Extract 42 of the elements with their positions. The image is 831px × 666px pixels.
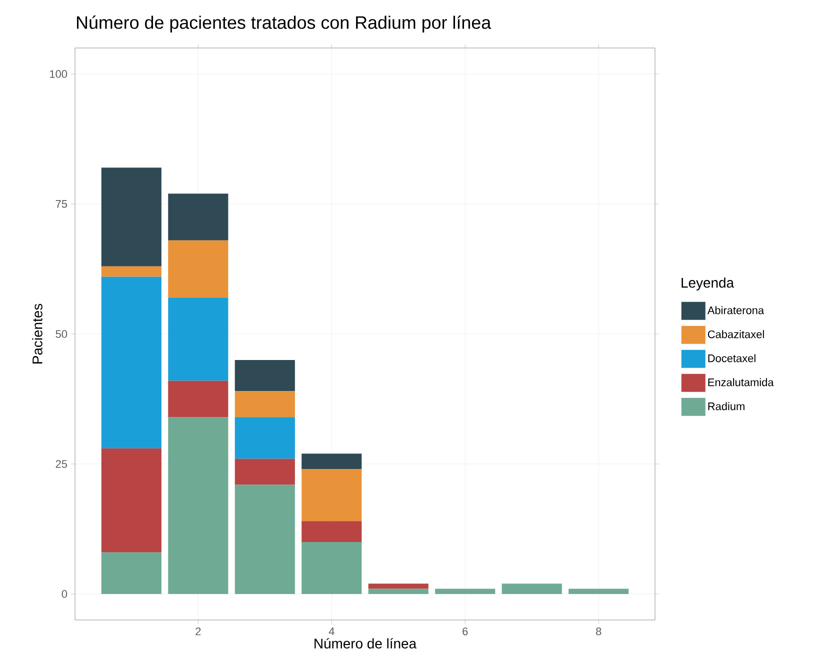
legend-label: Enzalutamida (708, 378, 774, 386)
bar (302, 521, 362, 542)
bar (101, 552, 162, 594)
bar (101, 448, 162, 552)
bar (568, 588, 629, 594)
x-tick-label: 6 (462, 628, 468, 636)
bar (368, 584, 428, 589)
bar (234, 417, 295, 459)
y-tick-label: 0 (62, 590, 68, 598)
x-tick-label: 8 (596, 628, 602, 636)
bar (101, 266, 162, 277)
bar (234, 391, 295, 418)
bar (168, 380, 228, 418)
bar (368, 588, 428, 594)
legend-label: Docetaxel (708, 354, 756, 362)
bar (168, 417, 228, 594)
legend-label: Cabazitaxel (708, 330, 764, 338)
bar (234, 458, 295, 485)
bar (435, 588, 496, 594)
x-tick-label: 2 (196, 628, 201, 636)
bar (302, 542, 362, 594)
bar (168, 194, 228, 240)
chart-title: Número de pacientes tratados con Radium por línea (77, 16, 492, 32)
bar (234, 360, 295, 392)
legend-title: Leyenda (682, 277, 734, 290)
y-axis-title: Pacientes (32, 304, 42, 364)
y-tick-label: 100 (50, 70, 68, 78)
bar (302, 454, 362, 470)
bar (502, 584, 562, 594)
legend-label: Radium (708, 402, 744, 410)
y-tick-label: 50 (56, 330, 68, 338)
y-tick-label: 25 (56, 460, 68, 468)
x-axis-title: Número de línea (314, 638, 417, 649)
bar (101, 276, 162, 448)
bar (302, 469, 362, 522)
bar (234, 484, 295, 594)
x-tick-label: 4 (328, 628, 334, 636)
y-tick-label: 75 (56, 200, 68, 208)
bar (168, 298, 228, 381)
bar (101, 168, 162, 266)
bar (168, 240, 228, 298)
legend-label: Abiraterona (707, 306, 764, 314)
